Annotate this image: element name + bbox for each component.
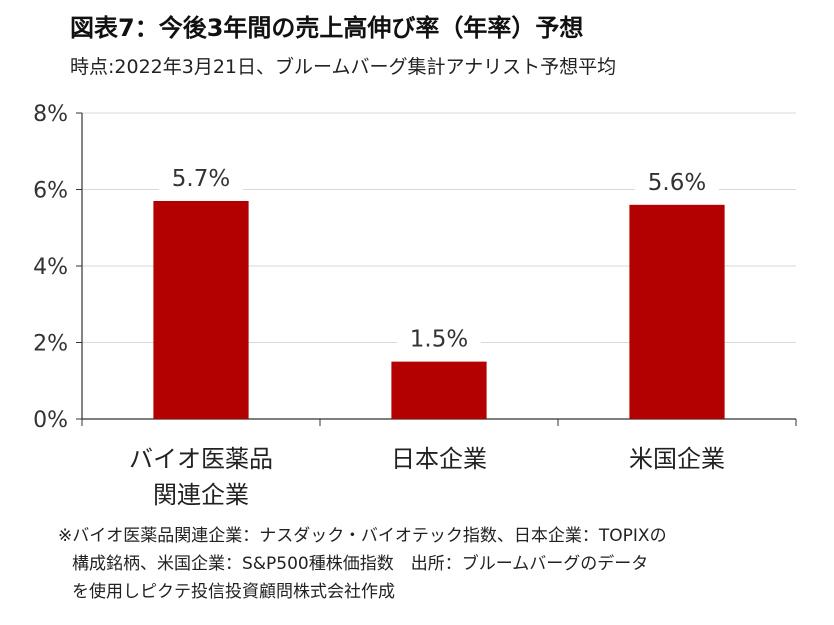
y-tick-label-0: 0%	[33, 408, 68, 433]
chart-title: 図表7：今後3年間の売上高伸び率（年率）予想	[70, 14, 584, 42]
category-label-0-1: 関連企業	[153, 481, 249, 509]
footnote-line-2: 構成銘柄、米国企業：S&P500種株価指数 出所：ブルームバーグのデータ	[72, 554, 649, 574]
bar-2	[629, 204, 725, 419]
y-tick-label-4: 8%	[33, 102, 68, 127]
bar-0	[153, 200, 249, 419]
y-tick-label-3: 6%	[33, 179, 68, 204]
data-label-1: 1.5%	[410, 327, 468, 353]
data-label-0: 5.7%	[172, 166, 230, 192]
chart-subtitle: 時点:2022年3月21日、ブルームバーグ集計アナリスト予想平均	[70, 56, 617, 78]
category-label-0-0: バイオ医薬品	[129, 445, 273, 473]
data-label-2: 5.6%	[648, 170, 706, 196]
bar-chart: 0% 2% 4% 6% 8% 5.7% バイオ医薬品関連企業 1.5% 日本企業 5.6% 米国企業	[33, 102, 797, 509]
footnote: ※バイオ医薬品関連企業：ナスダック・バイオテック指数、日本企業：TOPIXの 構…	[58, 522, 828, 606]
data-label-bg-0	[159, 160, 243, 195]
footnote-line-3: を使用しピクテ投信投資顧問株式会社作成	[72, 582, 395, 602]
category-label-1-0: 日本企業	[391, 445, 487, 473]
category-label-2-0: 米国企業	[629, 445, 725, 473]
data-label-bg-1	[397, 321, 481, 356]
bar-1	[391, 361, 487, 419]
y-tick-label-1: 2%	[33, 332, 68, 357]
data-label-bg-2	[635, 164, 719, 199]
y-tick-label-2: 4%	[33, 255, 68, 280]
footnote-line-1: ※バイオ医薬品関連企業：ナスダック・バイオテック指数、日本企業：TOPIXの	[58, 526, 667, 546]
